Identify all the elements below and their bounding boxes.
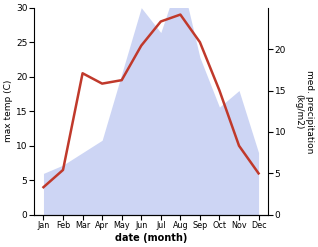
Y-axis label: max temp (C): max temp (C) [4, 80, 13, 143]
X-axis label: date (month): date (month) [115, 233, 187, 243]
Y-axis label: med. precipitation
(kg/m2): med. precipitation (kg/m2) [294, 70, 314, 153]
